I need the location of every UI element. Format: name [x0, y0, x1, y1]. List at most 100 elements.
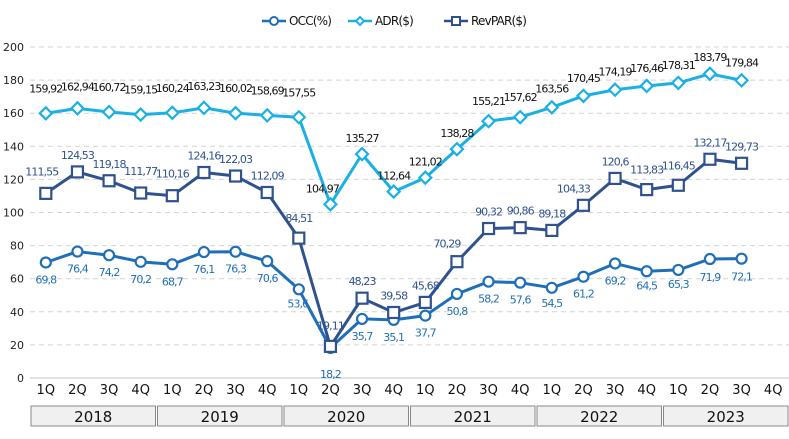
y-tick-label: 160 [3, 107, 24, 120]
diamond-marker [639, 78, 655, 94]
x-tick-label: 4Q [511, 383, 530, 398]
square-marker [418, 295, 432, 309]
data-label: 76,4 [67, 263, 89, 276]
data-label: 65,3 [668, 278, 690, 291]
data-label: 57,6 [510, 294, 532, 307]
circle-marker [134, 255, 147, 268]
diamond-marker [133, 107, 149, 123]
circle-marker [640, 265, 653, 278]
legend-label: RevPAR($) [471, 14, 526, 28]
data-label: 111,77 [124, 165, 158, 178]
x-tick-label: 1Q [37, 383, 56, 398]
year-group-label: 2023 [707, 408, 745, 426]
square-marker [450, 255, 464, 269]
data-label: 176,46 [630, 62, 664, 75]
y-tick-label: 80 [10, 240, 24, 253]
square-marker [260, 185, 274, 200]
data-label: 69,2 [605, 274, 626, 287]
data-label: 37,7 [415, 327, 437, 340]
data-labels: 69,8 76,4 74,2 70,2 68,7 76,1 76,3 70,6 53,6 18,2… [25, 51, 760, 381]
year-group-box [30, 405, 156, 427]
data-label: 90,86 [507, 205, 535, 218]
diamond-marker [512, 109, 528, 125]
circle-marker [419, 309, 432, 322]
data-label: 69,8 [35, 273, 57, 286]
circle-marker [39, 256, 52, 269]
circle-marker [229, 245, 242, 258]
square-marker [734, 156, 749, 170]
circle-marker [292, 283, 305, 296]
diamond-marker [417, 170, 433, 186]
x-tick-label: 4Q [637, 383, 656, 398]
x-tick-label: 3Q [479, 383, 498, 398]
data-label: 64,5 [636, 279, 658, 292]
x-tick-label: 2Q [448, 383, 467, 398]
data-label: 124,53 [61, 149, 95, 162]
diamond-marker [607, 82, 623, 98]
data-label: 35,1 [383, 331, 404, 344]
data-label: 174,19 [599, 66, 633, 79]
legend: OCC(%) ADR($) RevPAR($) [262, 14, 527, 28]
square-marker [576, 198, 591, 212]
x-tick-label: 3Q [606, 383, 625, 398]
data-label: 104,33 [557, 182, 591, 195]
data-label: 68,7 [162, 275, 184, 288]
year-group-label: 2019 [201, 408, 239, 426]
year-group-label: 2022 [580, 408, 618, 426]
square-marker [292, 231, 306, 245]
diamond-marker [670, 75, 686, 91]
year-group-label: 2021 [454, 408, 492, 426]
diamond-marker [575, 88, 591, 104]
diamond-marker [702, 66, 718, 82]
circle-marker [545, 281, 558, 294]
square-marker [608, 171, 622, 186]
circle-marker [197, 245, 211, 259]
y-tick-label: 0 [17, 372, 24, 385]
y-tick-label: 100 [3, 207, 24, 220]
data-label: 129,73 [725, 140, 759, 153]
data-label: 162,94 [61, 80, 95, 93]
data-label: 111,55 [25, 165, 59, 178]
square-marker [228, 169, 243, 183]
circle-marker [577, 270, 590, 283]
series-revpar [39, 152, 749, 353]
x-tick-label: 2Q [701, 383, 720, 398]
circle-marker [482, 275, 495, 288]
circle-marker [166, 258, 179, 271]
y-tick-label: 60 [10, 273, 24, 286]
year-group-box [283, 405, 409, 427]
square-marker [545, 223, 559, 238]
circle-marker [355, 312, 369, 326]
legend-label: OCC(%) [289, 14, 331, 28]
gridlines [30, 46, 789, 379]
diamond-marker [544, 99, 560, 115]
data-label: 50,8 [446, 305, 468, 318]
data-label: 135,27 [346, 132, 380, 145]
y-tick-label: 180 [3, 74, 24, 87]
data-label: 163,56 [535, 82, 569, 95]
series-occ [39, 245, 748, 354]
data-label: 90,32 [475, 206, 502, 219]
data-label: 76,3 [225, 263, 247, 276]
x-tick-label: 1Q [416, 383, 435, 398]
data-label: 112,09 [251, 169, 285, 182]
legend-diamond-icon [354, 15, 366, 27]
diamond-marker [386, 184, 402, 200]
data-label: 112,64 [377, 170, 411, 183]
square-marker [481, 221, 496, 236]
data-label: 160,72 [93, 81, 126, 94]
data-label: 39,58 [380, 289, 408, 302]
data-label: 157,55 [282, 86, 316, 99]
data-label: 179,84 [725, 56, 759, 69]
y-tick-label: 120 [3, 173, 24, 186]
legend-circle-icon [269, 16, 279, 26]
legend-item: RevPAR($) [444, 14, 527, 28]
data-label: 104,97 [306, 182, 340, 195]
square-marker [70, 165, 85, 179]
x-axis: 1Q 2Q 3Q 4Q 1Q 2Q 3Q 4Q 1Q 2Q 3Q 4Q 1Q 2Q 3Q 4Q 1Q 2Q 3Q 4Q… [30, 383, 789, 427]
diamond-marker [481, 113, 497, 129]
series-adr [38, 66, 750, 212]
year-group-label: 2018 [74, 408, 112, 426]
data-label: 71,9 [699, 271, 721, 284]
